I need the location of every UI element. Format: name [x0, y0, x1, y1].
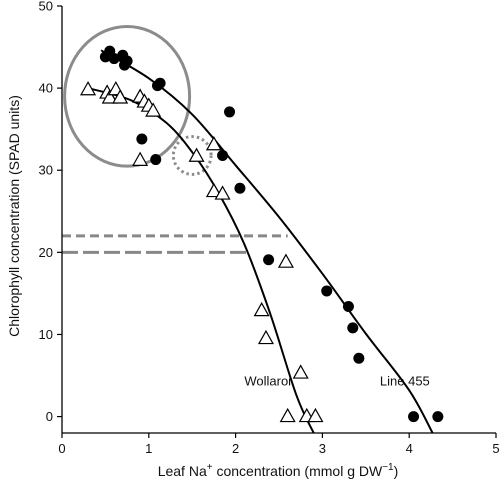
point-wollaroi-11 — [188, 147, 205, 162]
point-wollaroi-12 — [205, 182, 222, 198]
y-tick-label-20: 20 — [39, 245, 53, 260]
x-title-superscript-2: −1 — [382, 462, 394, 473]
highlights — [63, 25, 213, 176]
data-points — [80, 45, 444, 423]
point-wollaroi-20 — [307, 407, 324, 423]
x-tick-label-1: 1 — [145, 441, 152, 456]
annotations: Wollaroi Line 455 — [244, 373, 429, 388]
y-tick-label-40: 40 — [39, 81, 53, 96]
x-title-part-2: concentration (mmol g DW — [213, 463, 383, 479]
point-line-455-10 — [224, 106, 236, 118]
point-line-455-17 — [353, 352, 365, 364]
y-tick-label-0: 0 — [46, 409, 53, 424]
x-tick-label-3: 3 — [319, 441, 326, 456]
point-line-455-13 — [263, 254, 275, 266]
point-wollaroi-4 — [112, 89, 129, 104]
x-axis-title: Leaf Na+ concentration (mmol g DW−1) — [158, 462, 399, 479]
point-wollaroi-9 — [132, 151, 149, 166]
point-wollaroi-15 — [253, 301, 270, 317]
point-line-455-12 — [234, 182, 246, 194]
point-wollaroi-8 — [145, 102, 162, 117]
point-wollaroi-18 — [279, 407, 296, 423]
point-line-455-2 — [108, 53, 120, 65]
x-title-part-3: ) — [394, 463, 399, 479]
y-axis-title: Chlorophyll concentration (SPAD units) — [6, 95, 22, 337]
highlight-circle — [171, 135, 213, 176]
fit-curve-line-455 — [100, 49, 434, 434]
point-wollaroi-10 — [205, 136, 222, 151]
point-line-455-16 — [347, 322, 359, 334]
y-tick-label-10: 10 — [39, 327, 53, 342]
point-line-455-7 — [154, 77, 166, 89]
point-line-455-14 — [321, 285, 333, 297]
point-line-455-8 — [136, 133, 148, 145]
x-title-superscript-1: + — [207, 462, 213, 473]
point-line-455-11 — [217, 149, 229, 161]
point-wollaroi-17 — [292, 364, 309, 379]
x-tick-label-5: 5 — [492, 441, 499, 456]
series-label-wollaroi: Wollaroi — [244, 373, 291, 388]
series-label-line-455: Line 455 — [380, 373, 430, 388]
point-line-455-5 — [121, 55, 133, 67]
reference-lines — [62, 234, 288, 254]
highlight-ellipse — [63, 25, 192, 168]
point-line-455-15 — [342, 301, 354, 313]
x-tick-label-0: 0 — [58, 441, 65, 456]
y-tick-label-30: 30 — [39, 163, 53, 178]
point-line-455-18 — [408, 411, 420, 423]
x-tick-label-4: 4 — [406, 441, 413, 456]
x-tick-label-2: 2 — [232, 441, 239, 456]
point-wollaroi-14 — [277, 253, 294, 268]
y-tick-label-50: 50 — [39, 0, 53, 14]
point-wollaroi-0 — [80, 81, 97, 96]
point-wollaroi-13 — [214, 185, 231, 200]
point-line-455-19 — [432, 411, 444, 423]
point-wollaroi-2 — [101, 89, 118, 104]
x-title-part-1: Leaf Na — [158, 463, 207, 479]
point-line-455-9 — [150, 154, 162, 166]
axes: 0 10 20 30 40 50 0 1 2 3 4 5 — [39, 0, 500, 456]
point-wollaroi-16 — [257, 329, 275, 345]
